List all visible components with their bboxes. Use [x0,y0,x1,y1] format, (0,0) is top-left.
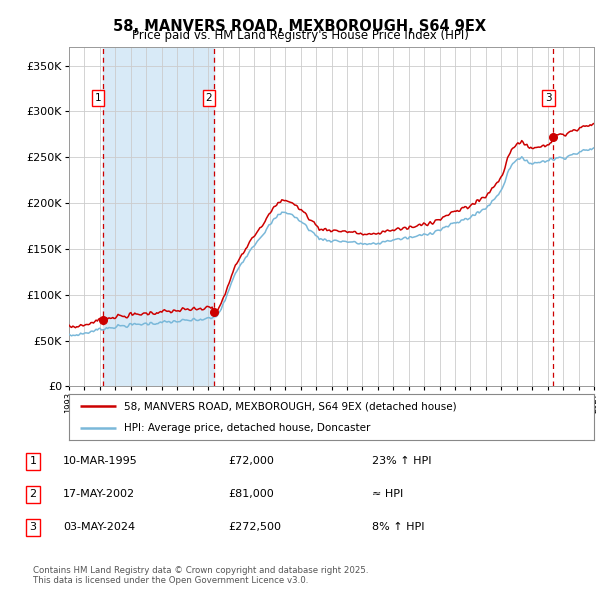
Text: 58, MANVERS ROAD, MEXBOROUGH, S64 9EX (detached house): 58, MANVERS ROAD, MEXBOROUGH, S64 9EX (d… [124,401,457,411]
Text: £272,500: £272,500 [228,523,281,532]
Text: HPI: Average price, detached house, Doncaster: HPI: Average price, detached house, Donc… [124,423,371,433]
Text: 3: 3 [545,93,551,103]
Text: Price paid vs. HM Land Registry's House Price Index (HPI): Price paid vs. HM Land Registry's House … [131,30,469,42]
Text: 23% ↑ HPI: 23% ↑ HPI [372,457,431,466]
Text: 8% ↑ HPI: 8% ↑ HPI [372,523,425,532]
Text: 10-MAR-1995: 10-MAR-1995 [63,457,138,466]
Text: 1: 1 [29,457,37,466]
Text: 2: 2 [29,490,37,499]
Text: 3: 3 [29,523,37,532]
Text: £72,000: £72,000 [228,457,274,466]
Text: 17-MAY-2002: 17-MAY-2002 [63,490,135,499]
Text: 2: 2 [206,93,212,103]
Text: 1: 1 [95,93,101,103]
Text: 03-MAY-2024: 03-MAY-2024 [63,523,135,532]
Text: £81,000: £81,000 [228,490,274,499]
Text: ≈ HPI: ≈ HPI [372,490,403,499]
Text: 58, MANVERS ROAD, MEXBOROUGH, S64 9EX: 58, MANVERS ROAD, MEXBOROUGH, S64 9EX [113,19,487,34]
Bar [103,47,214,386]
Text: Contains HM Land Registry data © Crown copyright and database right 2025.
This d: Contains HM Land Registry data © Crown c… [33,566,368,585]
